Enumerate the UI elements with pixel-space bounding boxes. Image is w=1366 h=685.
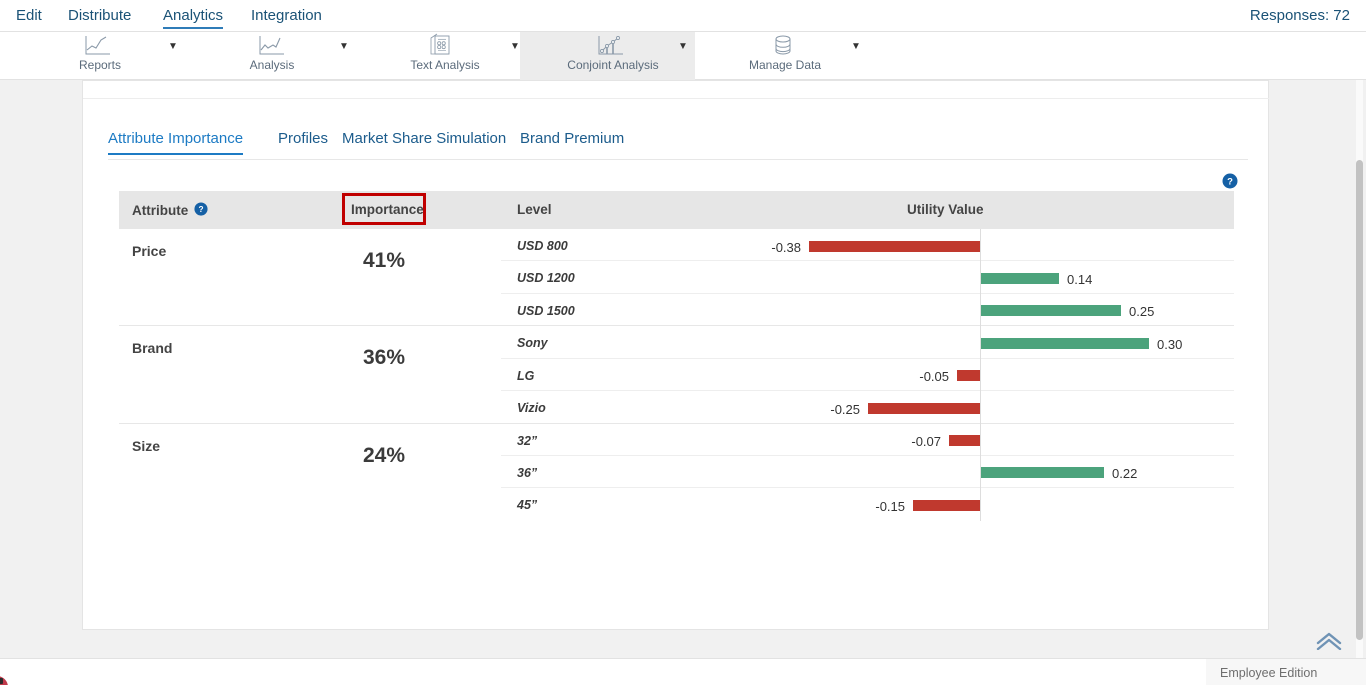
svg-text:?: ?: [198, 204, 203, 214]
svg-text:?: ?: [1227, 177, 1233, 188]
